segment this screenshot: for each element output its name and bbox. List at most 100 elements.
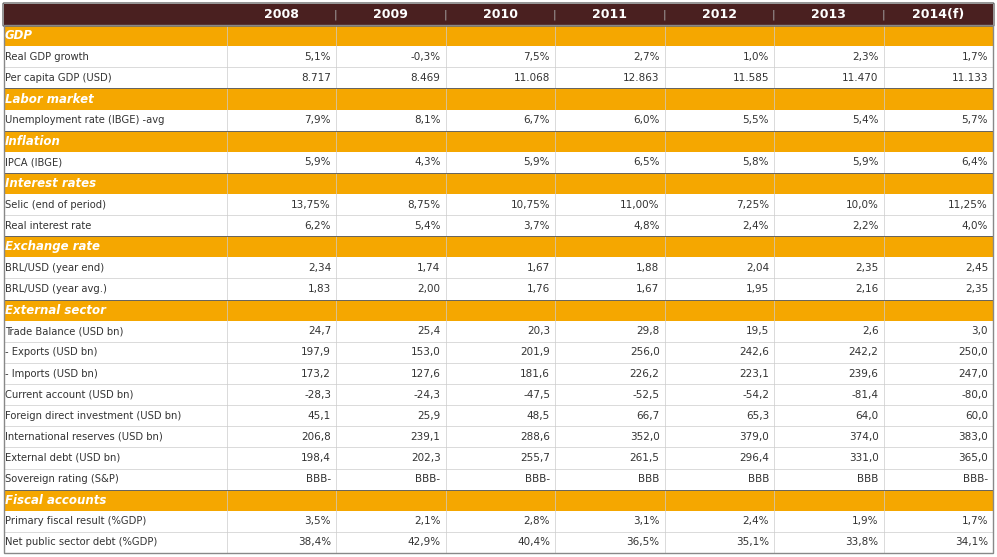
Text: 198,4: 198,4 — [301, 453, 331, 463]
Text: 25,4: 25,4 — [418, 326, 441, 336]
Bar — [4, 152, 993, 173]
Text: |: | — [662, 9, 666, 20]
Text: 2,34: 2,34 — [308, 263, 331, 273]
Text: Per capita GDP (USD): Per capita GDP (USD) — [5, 73, 112, 83]
Text: 2014(f): 2014(f) — [912, 8, 964, 21]
Text: 247,0: 247,0 — [958, 369, 988, 379]
Text: 6,4%: 6,4% — [961, 158, 988, 167]
Text: |: | — [552, 9, 556, 20]
Text: 11.470: 11.470 — [842, 73, 878, 83]
Text: 4,3%: 4,3% — [414, 158, 441, 167]
Text: 197,9: 197,9 — [301, 348, 331, 358]
Text: 365,0: 365,0 — [958, 453, 988, 463]
Bar — [4, 4, 993, 25]
Text: Trade Balance (USD bn): Trade Balance (USD bn) — [5, 326, 124, 336]
Text: 8,1%: 8,1% — [414, 115, 441, 125]
Text: 206,8: 206,8 — [301, 432, 331, 442]
Text: 2,00: 2,00 — [418, 284, 441, 294]
Text: -80,0: -80,0 — [961, 390, 988, 399]
Bar — [4, 25, 993, 46]
Text: Net public sector debt (%GDP): Net public sector debt (%GDP) — [5, 538, 158, 548]
Text: 2009: 2009 — [373, 8, 408, 21]
Bar — [4, 490, 993, 511]
Bar — [4, 110, 993, 131]
Text: Inflation: Inflation — [5, 135, 61, 148]
Bar — [4, 342, 993, 363]
Text: 2013: 2013 — [812, 8, 846, 21]
Text: -0,3%: -0,3% — [411, 52, 441, 62]
Text: 256,0: 256,0 — [630, 348, 659, 358]
Text: |: | — [881, 9, 884, 20]
Text: 48,5: 48,5 — [526, 411, 550, 421]
Text: |: | — [444, 9, 447, 20]
Text: 4,8%: 4,8% — [633, 221, 659, 231]
Text: 250,0: 250,0 — [958, 348, 988, 358]
Bar — [4, 215, 993, 236]
Text: 2,7%: 2,7% — [633, 52, 659, 62]
Text: 5,9%: 5,9% — [523, 158, 550, 167]
Text: 2,4%: 2,4% — [743, 516, 769, 526]
Text: 383,0: 383,0 — [958, 432, 988, 442]
Bar — [4, 447, 993, 468]
Text: Primary fiscal result (%GDP): Primary fiscal result (%GDP) — [5, 516, 146, 526]
Text: 1,88: 1,88 — [636, 263, 659, 273]
Text: 25,9: 25,9 — [418, 411, 441, 421]
Text: 42,9%: 42,9% — [408, 538, 441, 548]
Text: 5,4%: 5,4% — [414, 221, 441, 231]
Text: 6,7%: 6,7% — [523, 115, 550, 125]
Text: 64,0: 64,0 — [855, 411, 878, 421]
Text: 5,5%: 5,5% — [743, 115, 769, 125]
Text: 35,1%: 35,1% — [736, 538, 769, 548]
Text: 2,1%: 2,1% — [414, 516, 441, 526]
Bar — [4, 257, 993, 278]
Text: -54,2: -54,2 — [742, 390, 769, 399]
Text: Labor market: Labor market — [5, 92, 94, 105]
Text: 1,0%: 1,0% — [743, 52, 769, 62]
Text: 36,5%: 36,5% — [626, 538, 659, 548]
Text: 374,0: 374,0 — [848, 432, 878, 442]
Bar — [4, 194, 993, 215]
Text: External debt (USD bn): External debt (USD bn) — [5, 453, 120, 463]
Text: 13,75%: 13,75% — [291, 199, 331, 209]
Text: 19,5: 19,5 — [746, 326, 769, 336]
Bar — [4, 173, 993, 194]
Text: 153,0: 153,0 — [411, 348, 441, 358]
Text: BBB: BBB — [638, 474, 659, 484]
Text: GDP: GDP — [5, 29, 33, 42]
Text: BRL/USD (year avg.): BRL/USD (year avg.) — [5, 284, 107, 294]
Text: Unemployment rate (IBGE) -avg: Unemployment rate (IBGE) -avg — [5, 115, 165, 125]
Text: 239,6: 239,6 — [848, 369, 878, 379]
Text: 40,4%: 40,4% — [517, 538, 550, 548]
Text: Foreign direct investment (USD bn): Foreign direct investment (USD bn) — [5, 411, 181, 421]
Text: 242,2: 242,2 — [848, 348, 878, 358]
Text: 11,00%: 11,00% — [620, 199, 659, 209]
Text: 24,7: 24,7 — [308, 326, 331, 336]
Text: 5,7%: 5,7% — [961, 115, 988, 125]
Text: 1,83: 1,83 — [308, 284, 331, 294]
Bar — [4, 321, 993, 342]
Text: Sovereign rating (S&P): Sovereign rating (S&P) — [5, 474, 119, 484]
Text: 3,7%: 3,7% — [523, 221, 550, 231]
Text: 12.863: 12.863 — [623, 73, 659, 83]
Text: 239,1: 239,1 — [411, 432, 441, 442]
Bar — [4, 363, 993, 384]
Text: 2,16: 2,16 — [855, 284, 878, 294]
Text: 38,4%: 38,4% — [298, 538, 331, 548]
Text: 4,0%: 4,0% — [962, 221, 988, 231]
Bar — [4, 384, 993, 405]
Bar — [4, 46, 993, 67]
Text: -28,3: -28,3 — [304, 390, 331, 399]
Text: 352,0: 352,0 — [630, 432, 659, 442]
Text: 11.068: 11.068 — [513, 73, 550, 83]
Text: BRL/USD (year end): BRL/USD (year end) — [5, 263, 104, 273]
Text: - Imports (USD bn): - Imports (USD bn) — [5, 369, 98, 379]
Text: BBB: BBB — [748, 474, 769, 484]
Text: 296,4: 296,4 — [739, 453, 769, 463]
Text: 20,3: 20,3 — [526, 326, 550, 336]
Text: 1,76: 1,76 — [526, 284, 550, 294]
Text: 2,04: 2,04 — [746, 263, 769, 273]
Text: Exchange rate: Exchange rate — [5, 240, 100, 253]
Text: BBB: BBB — [857, 474, 878, 484]
Text: 29,8: 29,8 — [636, 326, 659, 336]
Text: 201,9: 201,9 — [520, 348, 550, 358]
